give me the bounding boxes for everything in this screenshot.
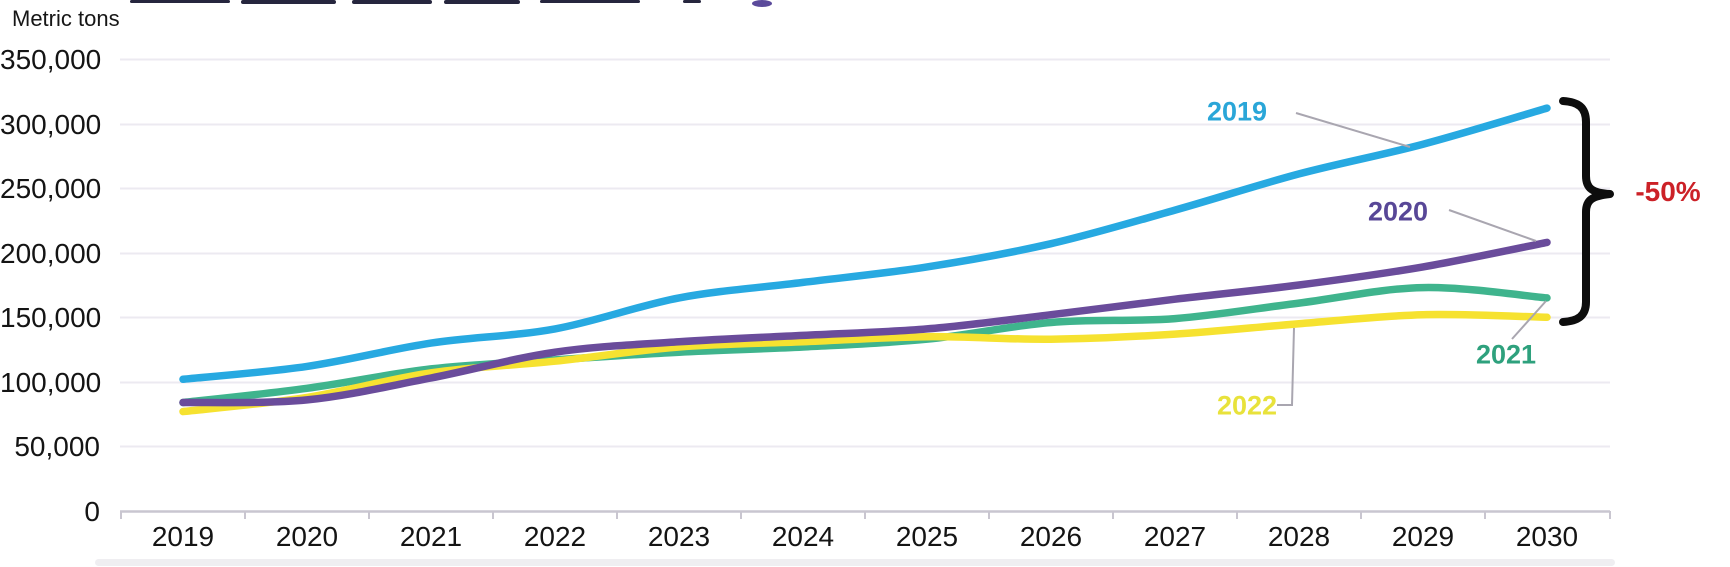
y-tick-label: 150,000	[0, 301, 102, 333]
x-tick-label: 2029	[1391, 521, 1455, 552]
cropped-title-fragment	[352, 0, 432, 4]
cropped-title-fragment	[540, 0, 640, 3]
y-tick-label: 200,000	[0, 237, 102, 269]
leader-2019	[1295, 112, 1411, 148]
x-tick-label: 2023	[647, 521, 711, 552]
series-line-2021	[179, 283, 1551, 407]
y-tick-label: 300,000	[0, 108, 102, 140]
series-line-2020	[179, 238, 1551, 407]
cropped-title-fragment	[130, 0, 230, 3]
x-tick-label: 2021	[399, 521, 463, 552]
x-axis	[120, 511, 1611, 519]
change-annotation: -50%	[1635, 176, 1701, 207]
y-tick-label: 50,000	[14, 430, 100, 462]
cropped-title-fragment	[444, 0, 520, 4]
series-label-2019: 2019	[1206, 96, 1268, 127]
x-tick-label: 2030	[1515, 521, 1579, 552]
x-tick-label: 2022	[523, 521, 587, 552]
leader-lines	[1277, 112, 1547, 406]
x-tick-label: 2026	[1019, 521, 1083, 552]
cropped-title-fragment	[241, 0, 336, 4]
bottom-edge-strip	[95, 559, 1615, 566]
brace-bracket	[1559, 97, 1614, 326]
gridlines	[120, 58, 1610, 513]
x-tick-label: 2019	[151, 521, 215, 552]
x-tick-label: 2025	[895, 521, 959, 552]
y-tick-label: 350,000	[0, 43, 102, 75]
x-tick-label: 2028	[1267, 521, 1331, 552]
leader-2021	[1511, 300, 1547, 340]
cropped-title-descender	[752, 0, 772, 7]
leader-2020	[1448, 209, 1537, 242]
series-label-2020: 2020	[1367, 196, 1429, 227]
x-tick-label: 2027	[1143, 521, 1207, 552]
y-tick-label: 0	[84, 495, 100, 527]
cropped-title-fragment	[683, 0, 701, 3]
y-tick-label: 100,000	[0, 366, 102, 398]
series-line-2022	[179, 310, 1551, 416]
series-label-2022: 2022	[1216, 390, 1278, 421]
series-label-2021: 2021	[1475, 339, 1537, 370]
y-axis-title: Metric tons	[12, 6, 120, 31]
y-tick-label: 250,000	[0, 172, 102, 204]
leader-2022	[1277, 327, 1295, 406]
series-line-2019	[179, 104, 1551, 384]
x-tick-label: 2024	[771, 521, 835, 552]
series-lines	[179, 104, 1551, 416]
x-tick-label: 2020	[275, 521, 339, 552]
